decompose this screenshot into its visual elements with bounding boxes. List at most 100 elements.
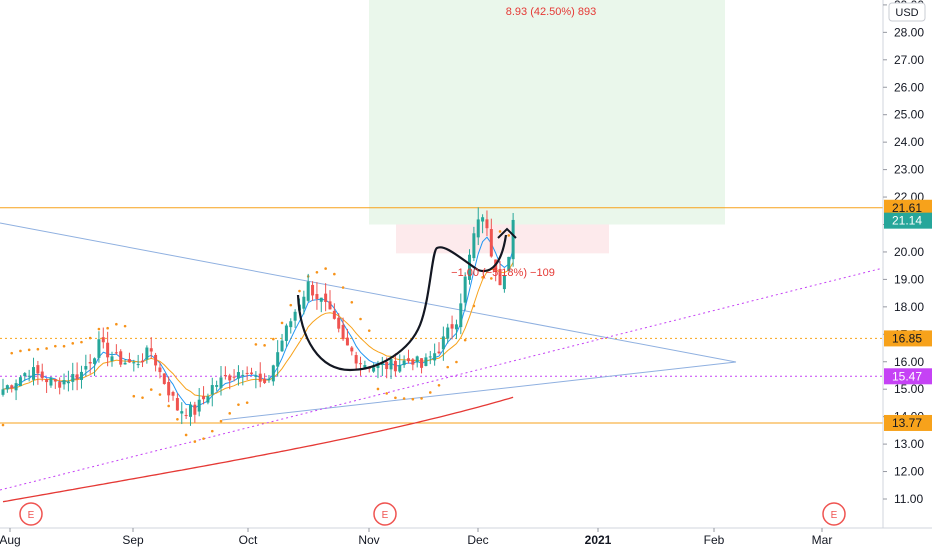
- candle-body: [32, 367, 36, 380]
- candle-body: [302, 296, 306, 309]
- candle: [219, 366, 223, 396]
- currency-label: USD: [895, 7, 918, 19]
- sar-dot: [237, 403, 240, 406]
- sar-dot: [402, 397, 406, 400]
- candle-body: [10, 385, 14, 389]
- position-zones: [369, 0, 725, 254]
- y-tick-label: 20.00: [894, 245, 924, 259]
- candle: [66, 370, 70, 392]
- earnings-label: E: [28, 510, 35, 521]
- sar-dot: [341, 286, 345, 289]
- candle: [341, 317, 345, 341]
- candle: [459, 293, 463, 335]
- y-tick-label: 28.00: [894, 25, 924, 39]
- x-tick-label: Sep: [122, 533, 144, 547]
- candle-body: [389, 358, 393, 370]
- candle-body: [424, 357, 428, 366]
- candle-body: [79, 371, 83, 380]
- sar-dot: [376, 387, 380, 391]
- channel-line: [0, 267, 884, 491]
- candle: [223, 366, 227, 380]
- candle-body: [376, 364, 380, 369]
- candle: [167, 376, 171, 403]
- candle: [476, 207, 480, 246]
- ema-fast-line: [2, 236, 514, 409]
- sar-dot: [394, 396, 397, 400]
- y-tick-label: 24.00: [894, 135, 924, 149]
- currency-badge[interactable]: USD: [888, 2, 926, 22]
- trend-lines: [0, 222, 884, 491]
- candle: [463, 272, 467, 311]
- candle: [441, 326, 445, 361]
- candle-body: [223, 375, 227, 377]
- candle-body: [481, 217, 485, 222]
- candle: [36, 360, 40, 385]
- candle-body: [498, 268, 502, 286]
- candle-body: [136, 364, 140, 366]
- candle: [40, 363, 44, 382]
- candle-body: [280, 340, 284, 352]
- sar-dot: [45, 347, 48, 350]
- candle: [23, 372, 27, 382]
- candle-body: [433, 353, 437, 361]
- candle: [258, 362, 262, 388]
- candle-body: [53, 379, 57, 382]
- candle-body: [75, 374, 79, 380]
- sar-dot: [184, 433, 188, 437]
- candle-body: [66, 381, 70, 384]
- candle: [84, 354, 88, 377]
- sar-dot: [272, 337, 275, 341]
- y-tick-label: 16.00: [894, 355, 924, 369]
- candle-body: [289, 321, 293, 328]
- candle: [406, 349, 410, 364]
- earnings-marker: E: [373, 502, 397, 526]
- candle-body: [119, 351, 123, 365]
- candle: [202, 386, 206, 405]
- sar-dot: [472, 304, 476, 308]
- sar-dot: [411, 397, 415, 401]
- price-tag-bg: [884, 330, 932, 347]
- x-tick-label: Oct: [239, 533, 258, 547]
- profit-label: 8.93 (42.50%) 893: [506, 6, 597, 18]
- moving-averages: [2, 236, 514, 503]
- candle: [45, 378, 49, 393]
- candle: [88, 354, 92, 374]
- cup-drawing: [296, 234, 508, 372]
- candle: [136, 354, 140, 369]
- candle-body: [420, 358, 424, 368]
- candle-body: [93, 358, 97, 364]
- candle-body: [263, 378, 267, 383]
- candle-body: [441, 336, 445, 350]
- candle: [154, 352, 158, 372]
- earnings-marker: E: [19, 502, 43, 526]
- candle: [236, 365, 240, 386]
- sar-dot: [149, 388, 153, 391]
- candle-body: [88, 362, 92, 364]
- price-tag: 15.47: [884, 368, 932, 385]
- candle: [180, 402, 184, 425]
- candle-body: [228, 375, 232, 381]
- candle-body: [415, 356, 419, 363]
- candle: [206, 393, 210, 405]
- candle: [110, 351, 114, 367]
- candle: [511, 212, 515, 267]
- candle: [193, 401, 197, 423]
- candle-body: [132, 362, 136, 364]
- sar-dot: [106, 326, 109, 330]
- sar-dot: [455, 360, 458, 364]
- candle-body: [245, 372, 249, 374]
- candle: [337, 313, 341, 333]
- sar-dot: [428, 391, 432, 394]
- candle-body: [485, 219, 489, 229]
- horizontal-levels: [0, 207, 883, 424]
- y-tick-label: 23.00: [894, 163, 924, 177]
- candle: [359, 356, 363, 376]
- candle: [210, 377, 214, 407]
- candle-body: [241, 374, 245, 376]
- sar-dot: [27, 348, 31, 352]
- candle: [433, 343, 437, 366]
- sar-dot: [10, 351, 14, 355]
- sar-dot: [280, 321, 284, 325]
